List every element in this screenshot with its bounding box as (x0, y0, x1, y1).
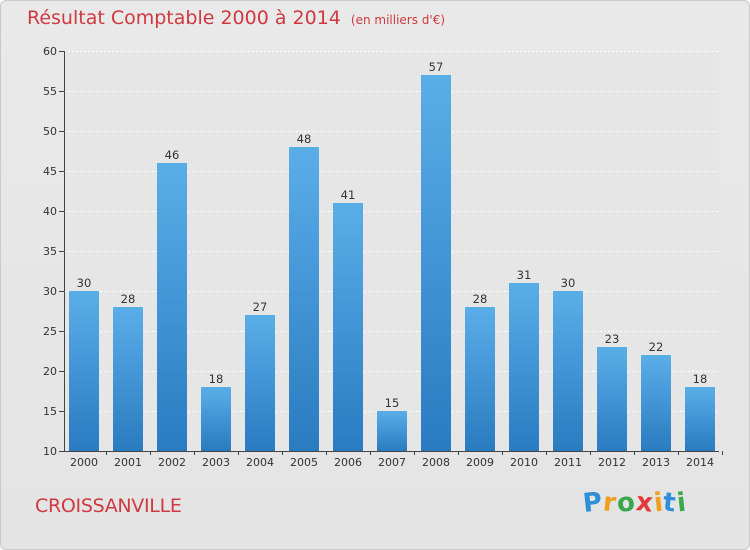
y-tick-label: 40 (43, 205, 57, 218)
x-tick-label: 2008 (422, 456, 450, 469)
data-label: 15 (385, 396, 400, 410)
y-tick-label: 45 (43, 165, 57, 178)
bar-2006 (333, 203, 363, 451)
data-label: 41 (341, 188, 356, 202)
x-tick-label: 2009 (466, 456, 494, 469)
y-tick-label: 30 (43, 285, 57, 298)
y-tick-label: 50 (43, 125, 57, 138)
bar-2007 (377, 411, 407, 451)
data-label: 28 (473, 292, 488, 306)
x-tick-label: 2000 (70, 456, 98, 469)
data-label: 46 (165, 148, 180, 162)
data-label: 57 (429, 60, 444, 74)
data-label: 30 (561, 276, 576, 290)
bar-2013 (641, 355, 671, 451)
bar-2005 (289, 147, 319, 451)
x-tick-label: 2014 (686, 456, 714, 469)
bar-2002 (157, 163, 187, 451)
x-tick-label: 2006 (334, 456, 362, 469)
bar-2012 (597, 347, 627, 451)
data-label: 22 (649, 340, 664, 354)
proxiti-logo: Proxiti (581, 487, 689, 519)
bar-2003 (201, 387, 231, 451)
bar-2004 (245, 315, 275, 451)
chart-subtitle: (en milliers d'€) (350, 13, 446, 27)
x-tick-label: 2012 (598, 456, 626, 469)
y-tick-label: 15 (43, 405, 57, 418)
commune-name: CROISSANVILLE (35, 495, 182, 517)
y-tick-label: 20 (43, 365, 57, 378)
y-tick-label: 25 (43, 325, 57, 338)
data-label: 30 (77, 276, 92, 290)
x-tick-label: 2003 (202, 456, 230, 469)
data-label: 28 (121, 292, 136, 306)
bar-2008 (421, 75, 451, 451)
x-tick-label: 2010 (510, 456, 538, 469)
y-tick-label: 60 (43, 45, 57, 58)
data-label: 23 (605, 332, 620, 346)
bar-2001 (113, 307, 143, 451)
data-label: 48 (297, 132, 312, 146)
bar-2014 (685, 387, 715, 451)
chart-title-text: Résultat Comptable 2000 à 2014 (27, 7, 341, 29)
bar-2000 (69, 291, 99, 451)
data-label: 27 (253, 300, 268, 314)
x-tick-label: 2004 (246, 456, 274, 469)
bar-2009 (465, 307, 495, 451)
chart-title: Résultat Comptable 2000 à 2014 (en millie… (27, 7, 445, 29)
bar-2010 (509, 283, 539, 451)
x-tick-label: 2001 (114, 456, 142, 469)
y-tick-label: 55 (43, 85, 57, 98)
x-tick-label: 2013 (642, 456, 670, 469)
data-label: 31 (517, 268, 532, 282)
x-tick-label: 2007 (378, 456, 406, 469)
y-tick-label: 35 (43, 245, 57, 258)
bar-2011 (553, 291, 583, 451)
data-label: 18 (209, 372, 224, 386)
x-tick-label: 2002 (158, 456, 186, 469)
x-tick-label: 2011 (554, 456, 582, 469)
data-label: 18 (693, 372, 708, 386)
x-tick-label: 2005 (290, 456, 318, 469)
y-tick-label: 10 (43, 445, 57, 458)
logo-letter: i (675, 487, 689, 519)
